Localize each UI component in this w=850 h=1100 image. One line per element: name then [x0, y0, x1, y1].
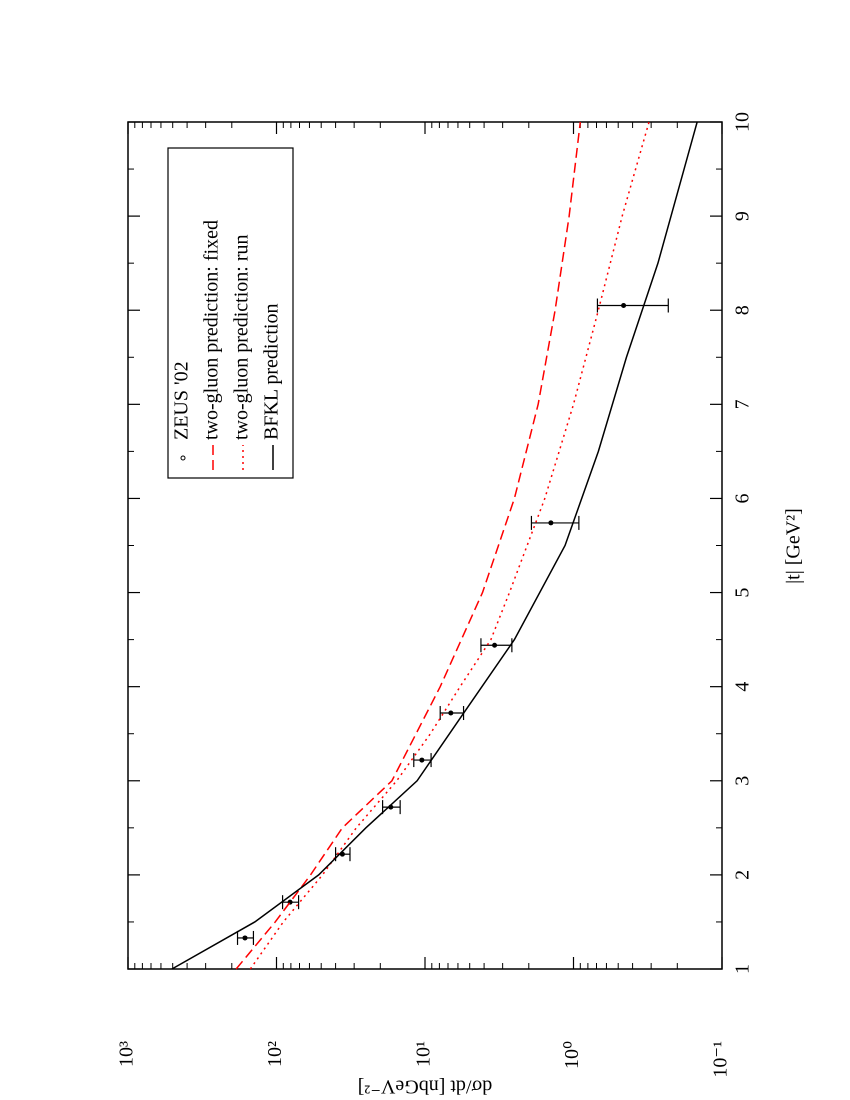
data-point [448, 710, 454, 716]
curve [235, 121, 582, 970]
data-point [492, 642, 498, 648]
x-tick-label: 7 [732, 399, 754, 409]
data-point [242, 935, 248, 941]
x-tick-label: 3 [732, 776, 754, 786]
legend-label: BFKL prediction [261, 304, 283, 440]
legend-label: two-gluon prediction: fixed [201, 220, 223, 440]
data-point [419, 757, 425, 763]
x-tick-label: 1 [732, 964, 754, 974]
curve [171, 121, 698, 970]
curve [249, 121, 650, 970]
x-tick-label: 5 [732, 588, 754, 598]
y-tick-label: 10² [264, 1041, 286, 1067]
x-tick-label: 10 [732, 112, 754, 132]
x-tick-label: 9 [732, 211, 754, 221]
data-point [548, 520, 554, 526]
legend-label: two-gluon prediction: run [231, 234, 253, 440]
y-tick-label: 10¹ [413, 1041, 435, 1067]
y-tick-label: 10⁻¹ [710, 1041, 732, 1078]
x-tick-label: 2 [732, 870, 754, 880]
data-point [621, 303, 627, 309]
y-tick-label: 10³ [116, 1041, 138, 1067]
legend-box [167, 147, 294, 479]
y-tick-label: 10⁰ [561, 1041, 583, 1069]
y-axis-label: dσ/dt [nbGeV⁻²] [358, 1075, 493, 1097]
legend-label: ZEUS '02 [171, 361, 193, 440]
x-tick-label: 8 [732, 305, 754, 315]
rotated-plot: |t| [GeV²] dσ/dt [nbGeV⁻²] 1 2 3 4 5 6 7 8 9 10 10… [116, 112, 805, 1097]
x-axis-label: |t| [GeV²] [783, 508, 805, 584]
legend-marker [180, 455, 186, 461]
x-tick-label: 4 [732, 682, 754, 692]
x-tick-label: 6 [732, 493, 754, 503]
